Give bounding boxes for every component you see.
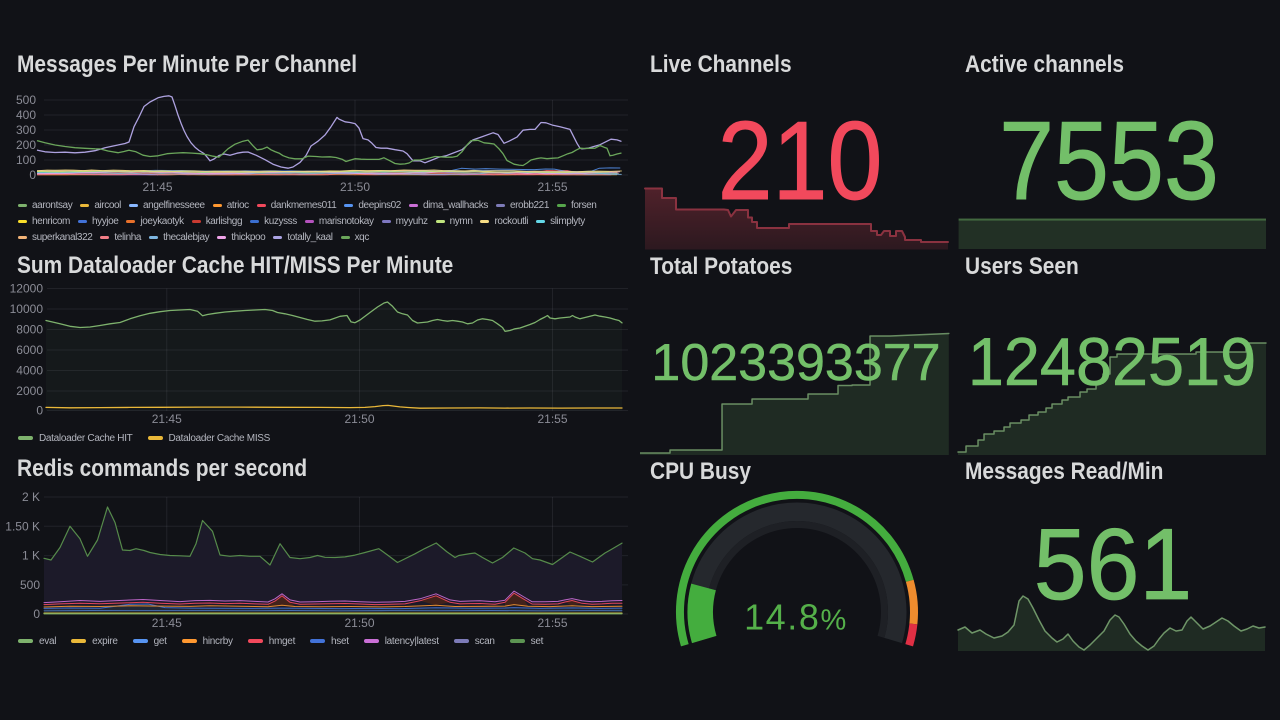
svg-text:0: 0 bbox=[29, 168, 36, 182]
svg-text:21:50: 21:50 bbox=[340, 180, 370, 194]
svg-text:500: 500 bbox=[16, 93, 36, 107]
svg-text:14.8%: 14.8% bbox=[744, 597, 848, 638]
svg-text:21:55: 21:55 bbox=[537, 412, 567, 426]
svg-text:0: 0 bbox=[33, 607, 40, 621]
svg-text:21:55: 21:55 bbox=[537, 180, 567, 194]
svg-text:21:50: 21:50 bbox=[344, 412, 374, 426]
svg-text:10000: 10000 bbox=[10, 302, 44, 316]
svg-text:21:45: 21:45 bbox=[152, 616, 182, 630]
svg-text:21:55: 21:55 bbox=[537, 616, 567, 630]
svg-text:21:45: 21:45 bbox=[142, 180, 172, 194]
svg-text:100: 100 bbox=[16, 153, 36, 167]
svg-text:2000: 2000 bbox=[16, 384, 43, 398]
svg-text:500: 500 bbox=[20, 578, 40, 592]
svg-text:1 K: 1 K bbox=[22, 549, 40, 563]
svg-text:21:45: 21:45 bbox=[152, 412, 182, 426]
svg-text:6000: 6000 bbox=[16, 343, 43, 357]
svg-text:300: 300 bbox=[16, 123, 36, 137]
svg-text:200: 200 bbox=[16, 138, 36, 152]
svg-text:1.50 K: 1.50 K bbox=[5, 519, 40, 533]
svg-text:4000: 4000 bbox=[16, 364, 43, 378]
svg-text:0: 0 bbox=[36, 404, 43, 418]
svg-text:12000: 12000 bbox=[10, 282, 44, 296]
svg-text:2 K: 2 K bbox=[22, 490, 40, 504]
svg-text:8000: 8000 bbox=[16, 323, 43, 337]
svg-text:400: 400 bbox=[16, 108, 36, 122]
svg-text:21:50: 21:50 bbox=[344, 616, 374, 630]
